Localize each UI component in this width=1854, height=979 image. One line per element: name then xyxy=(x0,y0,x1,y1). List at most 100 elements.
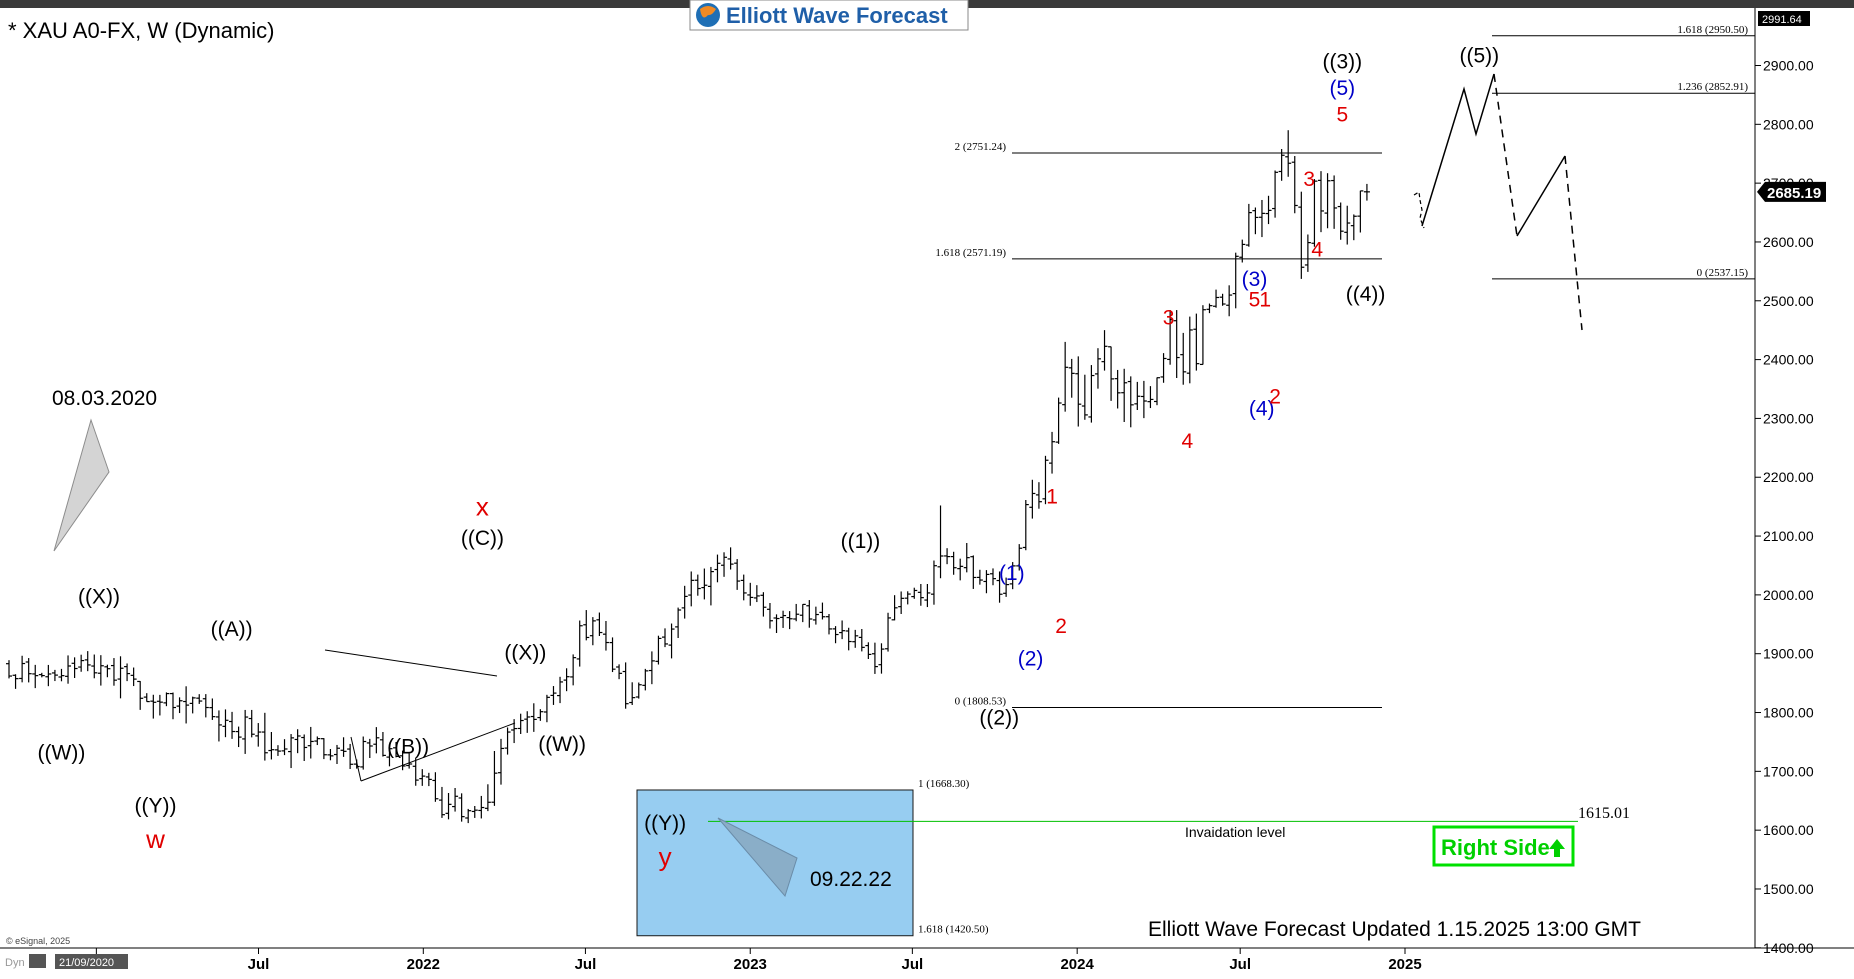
wave-label: ((Y)) xyxy=(134,795,176,818)
pointer-09-22-22 xyxy=(717,817,798,898)
wave-label: ((A)) xyxy=(211,618,253,641)
wave-label: (1) xyxy=(999,562,1025,585)
y-tick-label: 2100.00 xyxy=(1763,528,1814,544)
triangle-pattern xyxy=(324,649,516,782)
wave-labels: ((W)) ((X)) ((Y)) w ((A)) ((B)) ((C)) x ((X)) ((W… xyxy=(38,45,1500,872)
logo-text: Elliott Wave Forecast xyxy=(726,3,948,28)
wave-label: w xyxy=(145,824,165,854)
y-tick-label: 1400.00 xyxy=(1763,940,1814,956)
fib-label: 0 (2537.15) xyxy=(1697,267,1749,279)
invalidation-label: Invaidation level xyxy=(1185,824,1285,840)
fib-label: 2 (2751.24) xyxy=(955,141,1007,153)
wave-label: 4 xyxy=(1181,430,1193,453)
wave-label: ((3)) xyxy=(1322,50,1362,73)
pointer-08-03-2020 xyxy=(53,418,110,552)
y-tick-label: 2800.00 xyxy=(1763,116,1814,132)
right-side-badge: Right Side xyxy=(1432,825,1575,867)
right-side-badge-text: Right Side xyxy=(1441,835,1550,860)
y-axis: 1400.00 1500.00 1600.00 1700.00 1800.00 1900.… xyxy=(1755,58,1814,956)
wave-label: (4) xyxy=(1249,397,1275,420)
logo-box xyxy=(689,0,969,31)
y-tick-label: 2600.00 xyxy=(1763,234,1814,250)
y-tick-label: 2400.00 xyxy=(1763,352,1814,368)
wave-label: ((2)) xyxy=(979,706,1019,729)
fib-label: 1.618 (1420.50) xyxy=(918,924,989,936)
y-tick-label: 1900.00 xyxy=(1763,646,1814,662)
y-tick-label: 2900.00 xyxy=(1763,58,1814,74)
annotation-09-22-22: 09.22.22 xyxy=(810,868,892,891)
x-tick-label: Jul xyxy=(575,956,597,973)
update-text: Elliott Wave Forecast Updated 1.15.2025 … xyxy=(1148,918,1641,941)
last-price-bg xyxy=(1757,181,1826,202)
y-tick-label: 1700.00 xyxy=(1763,763,1814,779)
invalidation-value: 1615.01 xyxy=(1578,805,1630,822)
top-value-tag-bg xyxy=(1758,11,1810,26)
up-arrow-icon xyxy=(1549,839,1565,857)
wave-label: 2 xyxy=(1269,386,1281,409)
wave-label: 5 xyxy=(1336,103,1348,126)
wave-label: y xyxy=(659,841,672,871)
triangle-left-line xyxy=(350,736,362,782)
wave-label: ((X)) xyxy=(78,586,120,609)
triangle-upper-line xyxy=(324,649,498,677)
date-box-bg xyxy=(55,954,128,969)
y-tick-label: 2000.00 xyxy=(1763,587,1814,603)
y-tick-label: 1500.00 xyxy=(1763,881,1814,897)
fibonacci-levels: 1.618 (2950.50) 1.236 (2852.91) 2 (2751.24… xyxy=(918,24,1755,936)
x-tick-label: Jul xyxy=(1229,956,1251,973)
fib-label: 1.618 (2571.19) xyxy=(935,247,1006,259)
bottom-left-controls: Dyn 21/09/2020 xyxy=(5,954,128,969)
wave-label: 1 xyxy=(1046,486,1058,509)
wave-label: ((4)) xyxy=(1346,283,1386,306)
annotation-08-03-2020: 08.03.2020 xyxy=(52,387,157,410)
wave-label: 4 xyxy=(1311,239,1323,262)
triangle-lower-line xyxy=(360,722,516,782)
price-bars xyxy=(6,130,1370,824)
y-tick-label: 2500.00 xyxy=(1763,293,1814,309)
wave-label: ((1)) xyxy=(841,530,881,553)
wave-label: ((5)) xyxy=(1460,45,1500,68)
x-axis: 2021Jul2022Jul2023Jul2024Jul2025 xyxy=(80,948,1422,973)
x-tick-label: 2025 xyxy=(1388,956,1421,973)
invalidation-level: 1615.01 Invaidation level xyxy=(708,805,1630,840)
wave-label: 3 xyxy=(1163,306,1175,329)
wave-label: 2 xyxy=(1055,615,1067,638)
x-tick-label: 2023 xyxy=(734,956,767,973)
wave-label: (5) xyxy=(1329,77,1355,100)
x-tick-label: Jul xyxy=(248,956,270,973)
wave-label: ((X)) xyxy=(504,642,546,665)
projection-wave-5-path xyxy=(1421,73,1495,227)
fib-label: 1.236 (2852.91) xyxy=(1677,81,1748,93)
wave-label: ((W)) xyxy=(538,733,586,756)
wave-label: ((B)) xyxy=(387,736,429,759)
dyn-label: Dyn xyxy=(5,957,25,969)
wave-label: ((Y)) xyxy=(644,812,686,835)
y-tick-label: 1600.00 xyxy=(1763,822,1814,838)
last-price-tag: 2685.19 xyxy=(1757,181,1826,202)
projection-path xyxy=(1413,73,1583,331)
x-tick-label: 2024 xyxy=(1060,956,1094,973)
top-axis-tag: 2991.64 xyxy=(1758,11,1810,26)
wave-label: x xyxy=(476,491,489,521)
top-value-tag-text: 2991.64 xyxy=(1762,14,1802,26)
chart-title: * XAU A0-FX, W (Dynamic) xyxy=(8,18,274,43)
wave-label: 1 xyxy=(1259,289,1271,312)
wave-label: ((C)) xyxy=(461,527,504,550)
wave-label: 5 xyxy=(1249,289,1261,312)
y-tick-label: 2300.00 xyxy=(1763,410,1814,426)
right-side-badge-frame xyxy=(1432,825,1575,867)
wave-label: (3) xyxy=(1242,268,1268,291)
logo-swirl-icon xyxy=(700,6,716,18)
wave-label: (2) xyxy=(1018,647,1044,670)
date-box-text: 21/09/2020 xyxy=(59,957,114,969)
x-tick-label: 2022 xyxy=(407,956,440,973)
fib-label: 1.618 (2950.50) xyxy=(1677,24,1748,36)
copyright-text: © eSignal, 2025 xyxy=(6,936,70,946)
last-price-value: 2685.19 xyxy=(1767,185,1821,202)
fib-label: 1 (1668.30) xyxy=(918,778,970,790)
dyn-button[interactable] xyxy=(29,954,46,968)
wave-label: 3 xyxy=(1303,168,1315,191)
x-tick-label: Jul xyxy=(902,956,924,973)
